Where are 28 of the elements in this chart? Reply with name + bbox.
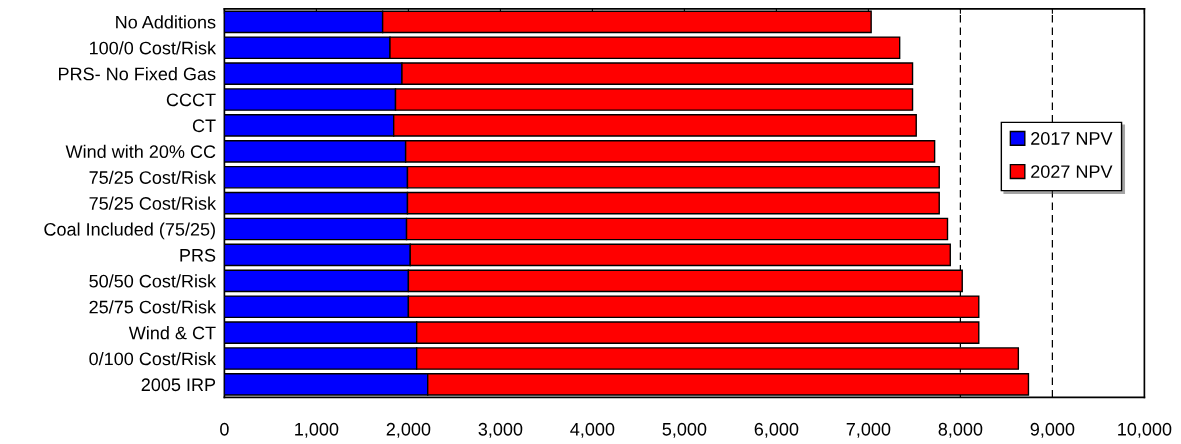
x-tick-label: 1,000 — [295, 422, 339, 438]
legend-label: 2017 NPV — [1031, 132, 1113, 145]
x-tick-label: 7,000 — [846, 422, 891, 438]
y-tick-label: 100/0 Cost/Risk — [89, 41, 217, 55]
x-tick-label: 6,000 — [754, 422, 799, 438]
x-tick-label: 10,000 — [1118, 422, 1172, 438]
y-tick-label: Wind with 20% CC — [65, 144, 216, 159]
x-tick-label: 0 — [220, 422, 229, 436]
y-tick-label: 0/100 Cost/Risk — [89, 351, 217, 366]
y-tick-label: 75/25 Cost/Risk — [89, 196, 217, 210]
y-tick-label: PRS — [180, 248, 216, 262]
y-tick-label: CCCT — [166, 93, 216, 107]
x-tick-label: 2,000 — [386, 422, 431, 438]
y-tick-label: 75/25 Cost/Risk — [89, 170, 217, 184]
y-tick-label: 50/50 Cost/Risk — [89, 274, 217, 288]
x-tick-label: 3,000 — [478, 422, 523, 438]
x-tick-label: 8,000 — [938, 422, 983, 438]
y-tick-label: Coal Included (75/25) — [44, 222, 215, 240]
y-tick-label: Wind & CT — [128, 326, 216, 340]
x-tick-label: 4,000 — [570, 422, 615, 438]
y-tick-label: No Additions — [116, 15, 216, 29]
x-tick-label: 9,000 — [1030, 422, 1075, 438]
legend-label: 2027 NPV — [1031, 165, 1113, 178]
y-tick-label: CT — [192, 119, 216, 133]
y-tick-label: 2005 IRP — [141, 378, 216, 392]
x-tick-label: 5,000 — [662, 422, 707, 438]
y-tick-label: 25/75 Cost/Risk — [89, 300, 217, 314]
y-tick-label: PRS- No Fixed Gas — [59, 67, 216, 81]
